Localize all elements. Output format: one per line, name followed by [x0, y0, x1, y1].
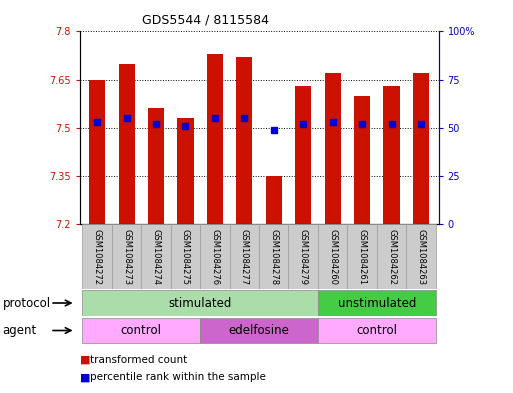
Bar: [318, 224, 347, 289]
Text: protocol: protocol: [3, 296, 51, 310]
Bar: [177, 118, 193, 224]
Text: GSM1084274: GSM1084274: [151, 229, 161, 285]
Text: agent: agent: [3, 324, 37, 337]
Bar: [406, 224, 436, 289]
Text: edelfosine: edelfosine: [229, 324, 289, 337]
Bar: [295, 86, 311, 224]
Bar: [236, 57, 252, 224]
Text: GSM1084277: GSM1084277: [240, 229, 249, 285]
Bar: [83, 224, 112, 289]
Bar: [83, 290, 318, 316]
Text: control: control: [357, 324, 397, 337]
Bar: [377, 224, 406, 289]
Text: GSM1084278: GSM1084278: [269, 229, 278, 285]
Bar: [325, 73, 341, 224]
Text: GSM1084261: GSM1084261: [358, 229, 367, 285]
Text: GSM1084272: GSM1084272: [93, 229, 102, 285]
Text: stimulated: stimulated: [168, 296, 232, 310]
Text: GSM1084263: GSM1084263: [417, 229, 425, 285]
Bar: [83, 318, 200, 343]
Bar: [200, 318, 318, 343]
Bar: [318, 290, 436, 316]
Bar: [200, 224, 230, 289]
Text: percentile rank within the sample: percentile rank within the sample: [90, 372, 266, 382]
Bar: [318, 318, 436, 343]
Bar: [207, 54, 223, 224]
Bar: [148, 108, 164, 224]
Text: control: control: [121, 324, 162, 337]
Bar: [141, 224, 171, 289]
Bar: [347, 224, 377, 289]
Text: GSM1084275: GSM1084275: [181, 229, 190, 285]
Bar: [413, 73, 429, 224]
Bar: [230, 224, 259, 289]
Text: GSM1084276: GSM1084276: [210, 229, 220, 285]
Text: GSM1084262: GSM1084262: [387, 229, 396, 285]
Bar: [119, 64, 135, 224]
Bar: [383, 86, 400, 224]
Text: unstimulated: unstimulated: [338, 296, 416, 310]
Bar: [89, 79, 105, 224]
Bar: [112, 224, 141, 289]
Text: ■: ■: [80, 372, 90, 382]
Bar: [259, 224, 288, 289]
Bar: [171, 224, 200, 289]
Bar: [354, 95, 370, 224]
Text: transformed count: transformed count: [90, 354, 187, 365]
Text: GSM1084273: GSM1084273: [122, 229, 131, 285]
Bar: [288, 224, 318, 289]
Text: GDS5544 / 8115584: GDS5544 / 8115584: [142, 14, 269, 27]
Text: ■: ■: [80, 354, 90, 365]
Bar: [266, 176, 282, 224]
Text: GSM1084279: GSM1084279: [299, 229, 308, 285]
Text: GSM1084260: GSM1084260: [328, 229, 337, 285]
